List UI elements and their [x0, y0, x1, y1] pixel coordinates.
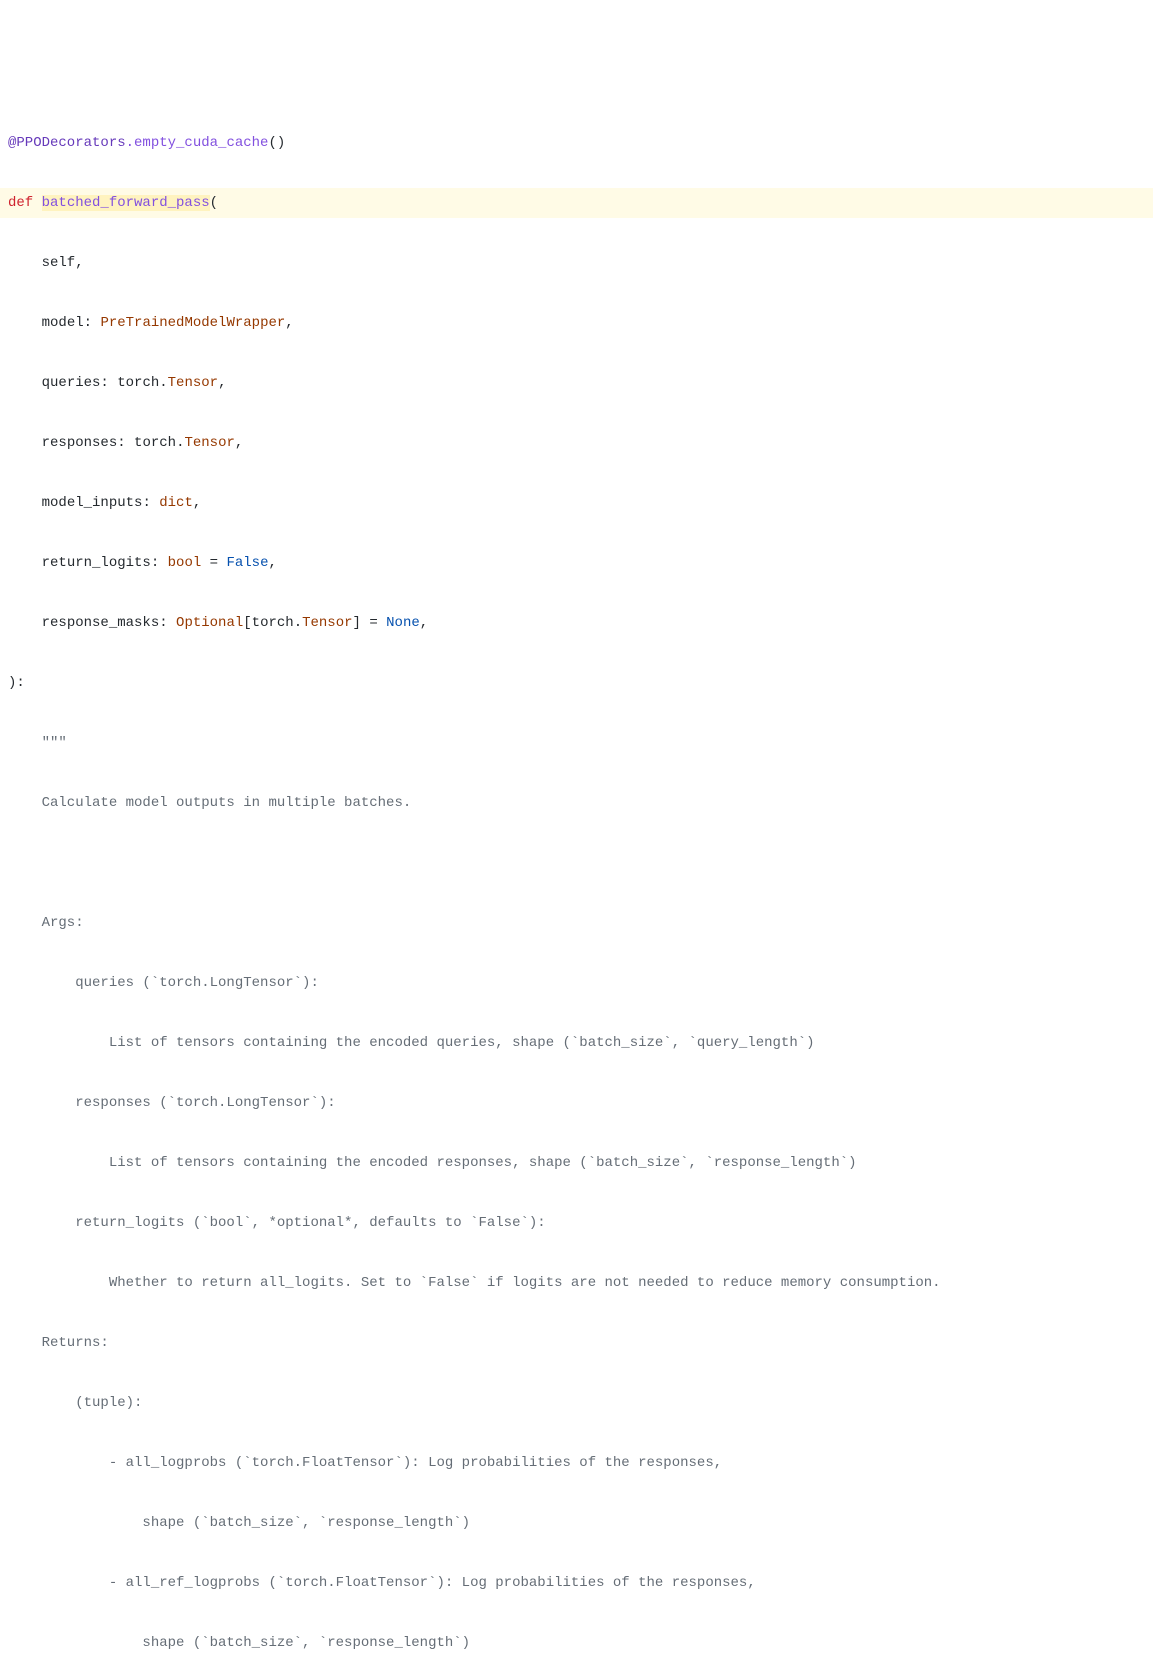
code-line-blank [0, 848, 1153, 878]
code-line-arg-queries: queries (`torch.LongTensor`): [0, 968, 1153, 998]
param-name: response_masks [42, 615, 160, 631]
open-paren: ( [210, 195, 218, 211]
code-line-returns-tuple: (tuple): [0, 1388, 1153, 1418]
type-annotation: Tensor [184, 435, 234, 451]
code-line-arg-return-logits-desc: Whether to return all_logits. Set to `Fa… [0, 1268, 1153, 1298]
code-line-returns-logprobs-shape: shape (`batch_size`, `response_length`) [0, 1508, 1153, 1538]
code-line-args-header: Args: [0, 908, 1153, 938]
code-line-returns-logprobs: - all_logprobs (`torch.FloatTensor`): Lo… [0, 1448, 1153, 1478]
code-line-returns-ref-logprobs: - all_ref_logprobs (`torch.FloatTensor`)… [0, 1568, 1153, 1598]
type-annotation: PreTrainedModelWrapper [100, 315, 285, 331]
code-line-close-sig: ): [0, 668, 1153, 698]
param-name: return_logits [42, 555, 151, 571]
code-line-param-response-masks: response_masks: Optional[torch.Tensor] =… [0, 608, 1153, 638]
close-signature: ): [8, 675, 25, 691]
paren: () [268, 135, 285, 151]
param-name: model_inputs [42, 495, 143, 511]
type-annotation: Tensor [302, 615, 352, 631]
indent [8, 315, 42, 331]
def-keyword: def [8, 195, 42, 211]
code-line-def: def batched_forward_pass( [0, 188, 1153, 218]
code-line-param-self: self, [0, 248, 1153, 278]
param-name: queries [42, 375, 101, 391]
code-line-decorator: @PPODecorators.empty_cuda_cache() [0, 128, 1153, 158]
default-value: None [386, 615, 420, 631]
code-line-returns-ref-logprobs-shape: shape (`batch_size`, `response_length`) [0, 1628, 1153, 1658]
decorator-method: .empty_cuda_cache [126, 135, 269, 151]
code-line-param-model: model: PreTrainedModelWrapper, [0, 308, 1153, 338]
code-line-param-queries: queries: torch.Tensor, [0, 368, 1153, 398]
code-line-docstring-open: """ [0, 728, 1153, 758]
function-name: batched_forward_pass [42, 195, 210, 211]
code-line-returns-header: Returns: [0, 1328, 1153, 1358]
type-annotation: bool [168, 555, 202, 571]
type-annotation: Tensor [168, 375, 218, 391]
decorator-name: @PPODecorators [8, 135, 126, 151]
type-annotation: dict [159, 495, 193, 511]
code-line-arg-responses: responses (`torch.LongTensor`): [0, 1088, 1153, 1118]
code-line-param-model-inputs: model_inputs: dict, [0, 488, 1153, 518]
optional-type: Optional [176, 615, 243, 631]
code-line-docstring-summary: Calculate model outputs in multiple batc… [0, 788, 1153, 818]
code-line-param-responses: responses: torch.Tensor, [0, 428, 1153, 458]
param-self: self, [8, 255, 84, 271]
code-line-param-return-logits: return_logits: bool = False, [0, 548, 1153, 578]
param-name: model [42, 315, 84, 331]
default-value: False [226, 555, 268, 571]
code-line-arg-responses-desc: List of tensors containing the encoded r… [0, 1148, 1153, 1178]
param-name: responses [42, 435, 118, 451]
code-line-arg-queries-desc: List of tensors containing the encoded q… [0, 1028, 1153, 1058]
code-line-arg-return-logits: return_logits (`bool`, *optional*, defau… [0, 1208, 1153, 1238]
